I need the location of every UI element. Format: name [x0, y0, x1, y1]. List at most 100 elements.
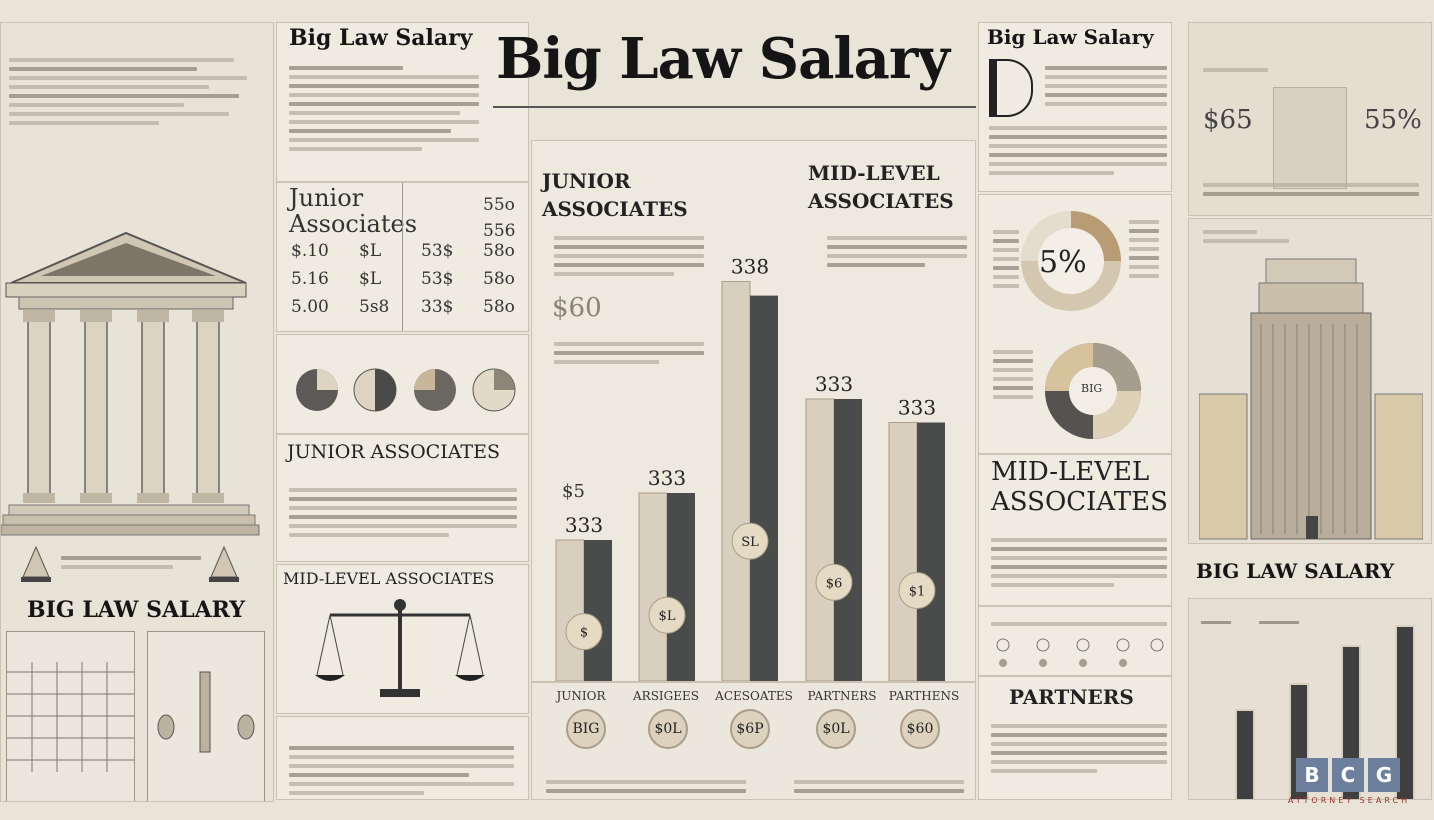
col4-partners-title: PARTNERS [1009, 685, 1134, 709]
grid-right-top: 55o [483, 195, 515, 215]
col2-bottom-panel [276, 716, 529, 800]
col2-junior-panel: Junior Associates $.10 $L 53$ 58o 5.16 $… [276, 182, 529, 332]
salary-bar-chart: 333 $333 $L 338 SL 333 $6 333 $1 [555, 255, 945, 681]
left-caption-lines [61, 551, 201, 574]
grid-cell: 5.00 [291, 297, 329, 317]
center-right-lines [827, 231, 967, 272]
x-label: ACESOATES [715, 689, 793, 703]
col4-text-2 [989, 121, 1167, 180]
col2-heading: Big Law Salary [289, 25, 473, 51]
logo-c: C [1332, 758, 1364, 792]
bar-dark [584, 540, 612, 681]
courthouse-icon [1, 231, 260, 536]
bar-coin [648, 596, 686, 634]
bar-coin-label: $1 [909, 585, 926, 600]
grid-cell: 58o [483, 269, 515, 289]
grid-cell: $L [359, 269, 382, 289]
right-top-lines [1203, 63, 1419, 77]
grid-cell: 58o [483, 297, 515, 317]
bar-light [721, 281, 751, 681]
center-xaxis-panel: JUNIOR ARSIGEES ACESOATES PARTNERS PARTH… [531, 682, 976, 800]
col4-heading: Big Law Salary [987, 25, 1154, 49]
right-stat-left: $65 [1203, 105, 1253, 135]
bar-dark [750, 295, 778, 681]
bottom-coin: $6P [730, 709, 770, 749]
right-stats-panel: $65 55% [1188, 22, 1432, 216]
left-instruments-sketch [147, 631, 265, 801]
bar-coin-label: SL [741, 535, 759, 550]
scale-icon-right [209, 545, 239, 582]
right-heading: BIG LAW SALARY [1196, 559, 1395, 583]
col2-grid: $.10 $L 53$ 58o 5.16 $L 53$ 58o 5.00 5s8… [291, 241, 528, 325]
col4-icons-panel [978, 606, 1172, 676]
left-column: BIG LAW SALARY [0, 22, 274, 802]
col4-text [1045, 61, 1167, 111]
bar-value-label: 333 [898, 396, 936, 420]
col4-icon-row-1 [991, 617, 1167, 631]
grid-cell: 53$ [421, 269, 454, 289]
center-right-title: MID-LEVEL ASSOCIATES [808, 161, 954, 213]
col2-divider [402, 183, 403, 331]
bar-coin [565, 613, 603, 651]
x-label: PARTHENS [888, 689, 960, 703]
grid-right-2: 556 [483, 221, 516, 241]
right-bottom-lines [1203, 178, 1419, 201]
left-heading: BIG LAW SALARY [27, 597, 245, 623]
grid-cell: 33$ [421, 297, 454, 317]
bottom-coin: $0L [648, 709, 688, 749]
donut-5-percent [1021, 211, 1121, 311]
center-mid-lines [554, 337, 704, 369]
x-label: ARSIGEES [633, 689, 699, 703]
donut-label: 5% [1039, 245, 1087, 280]
col2-header-panel: Big Law Salary [276, 22, 529, 182]
col2-junior-text-panel: JUNIOR ASSOCIATES [276, 434, 529, 562]
col2-junior-header: JUNIOR ASSOCIATES [287, 441, 500, 463]
col4-header-panel: Big Law Salary [978, 22, 1172, 192]
bar-coin [815, 563, 853, 601]
center-bottom-lines-right [794, 775, 964, 798]
col4-mid-lines [991, 533, 1167, 592]
scales-of-justice-icon [315, 599, 485, 697]
ring-label: BIG [1081, 382, 1103, 395]
col4-partners-lines [991, 719, 1167, 778]
bar-light [555, 539, 585, 681]
donut-chart [1045, 343, 1141, 439]
right-building-panel [1188, 218, 1432, 544]
skyscraper-icon [1199, 258, 1423, 540]
right-stat-right: 55% [1364, 105, 1422, 135]
bar-dark [917, 422, 945, 681]
col4-partners-panel: PARTNERS [978, 676, 1172, 800]
center-left-title: JUNIOR ASSOCIATES [542, 169, 688, 221]
x-label: PARTNERS [807, 689, 877, 703]
right-stat-card [1273, 87, 1347, 189]
bar-light [805, 398, 835, 681]
bar-light [888, 422, 918, 681]
bar-coin [731, 522, 769, 560]
grid-cell: $L [359, 241, 382, 261]
dropcap-d [989, 59, 1033, 117]
bar-value-label: 333 [815, 372, 853, 396]
col4-side-lines-right [1129, 215, 1159, 283]
col4-mid-title: MID-LEVEL ASSOCIATES [991, 457, 1168, 517]
center-bottom-lines-left [546, 775, 746, 798]
bar-dark [834, 399, 862, 681]
logo-b: B [1296, 758, 1328, 792]
col2-junior-lines [289, 483, 517, 542]
col2-text [289, 61, 479, 156]
logo-g: G [1368, 758, 1400, 792]
center-chart-panel: JUNIOR ASSOCIATES MID-LEVEL ASSOCIATES $… [531, 140, 976, 682]
bottom-coin: BIG [566, 709, 606, 749]
bar-value-label: 338 [731, 255, 769, 279]
bar-coin-label: $ [580, 626, 588, 641]
page-title: Big Law Salary [496, 26, 950, 92]
col4-dot-row [996, 638, 1164, 667]
grid-cell: 5s8 [359, 297, 390, 317]
bar-coin [898, 572, 936, 610]
right-building-lines [1203, 225, 1419, 248]
x-label: JUNIOR [556, 689, 606, 703]
bar-coin-label: $6 [826, 576, 843, 591]
col2-pies-panel [276, 334, 529, 434]
title-rule [493, 106, 976, 108]
bar-coin-label: $L [659, 609, 676, 624]
bar-light [638, 492, 668, 681]
